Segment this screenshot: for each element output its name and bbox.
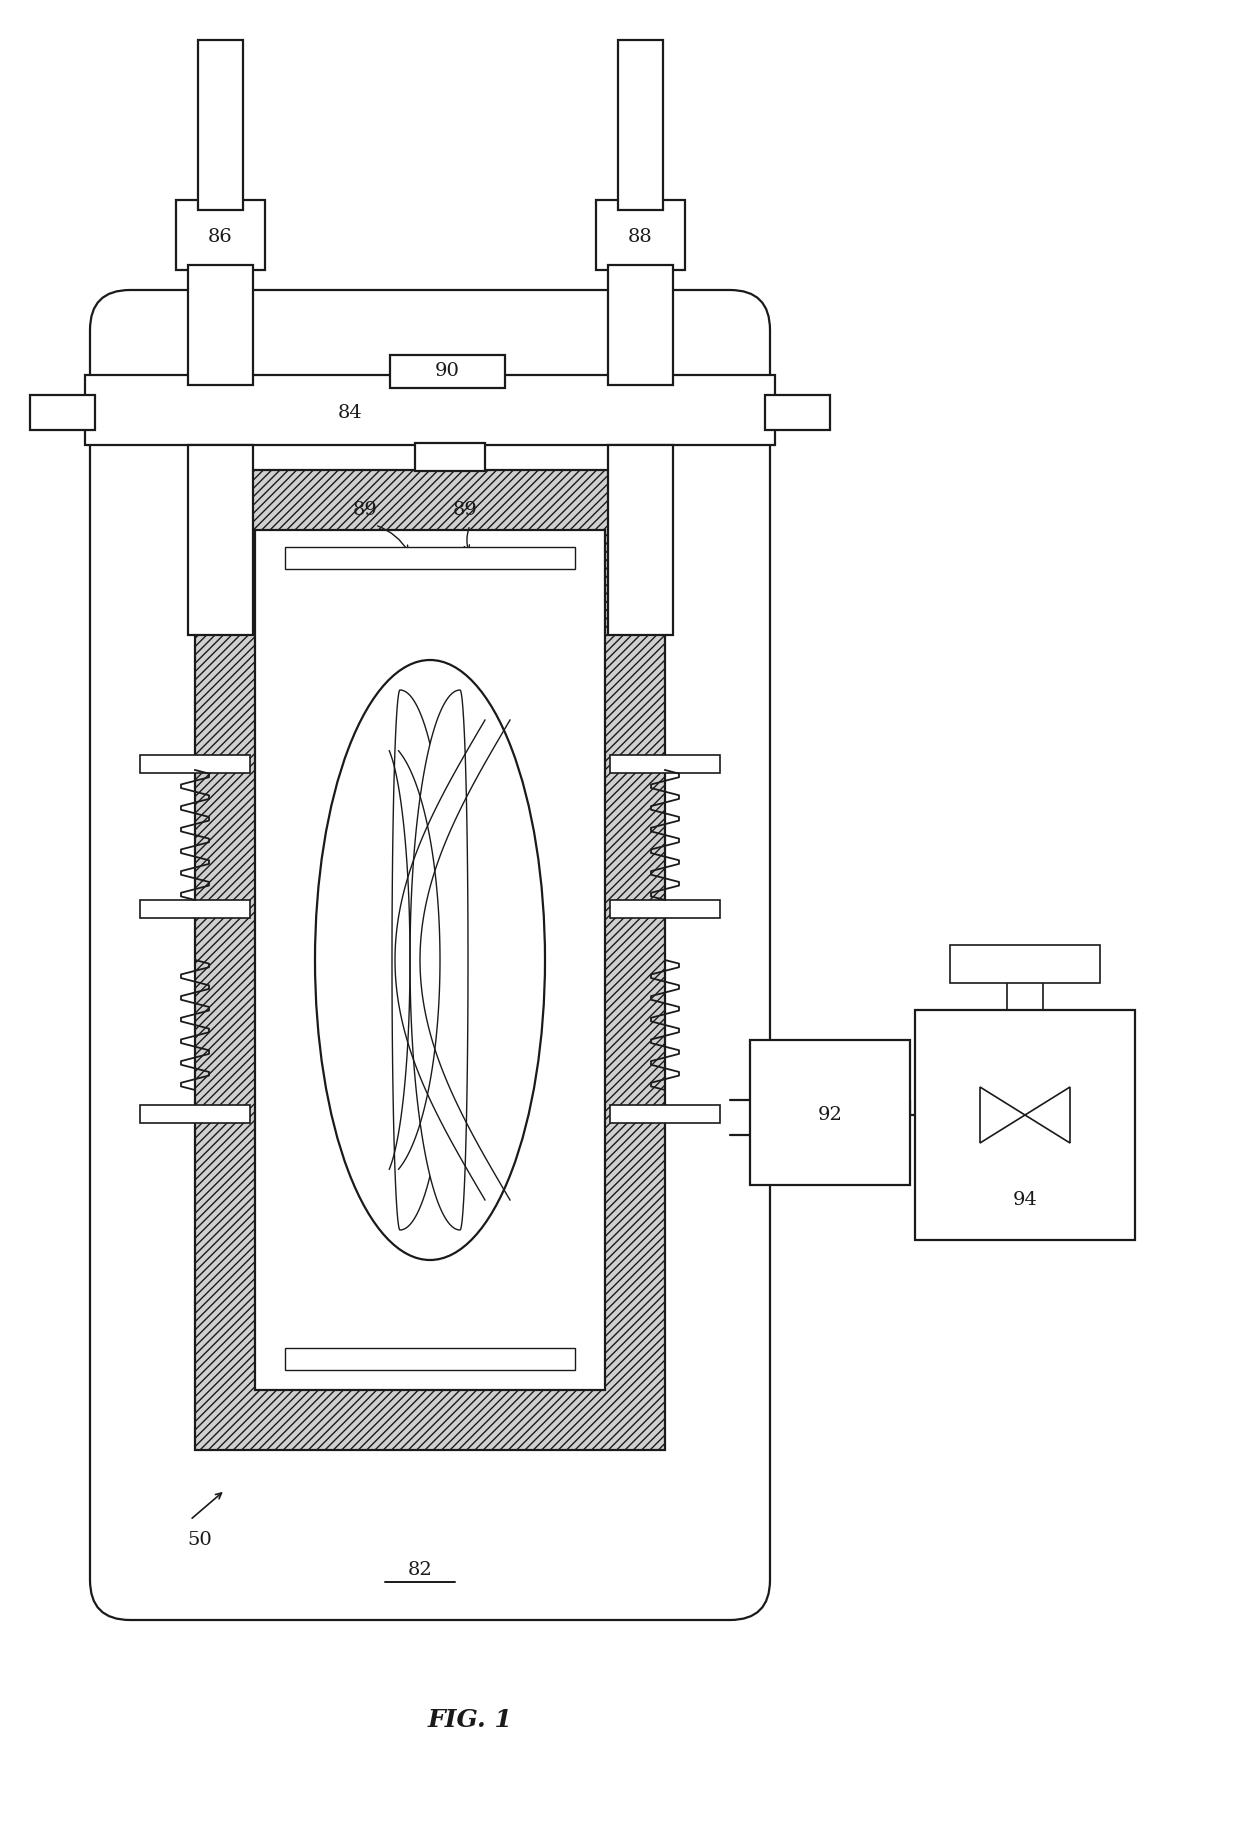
Bar — [176, 200, 265, 270]
Polygon shape — [1025, 1088, 1070, 1143]
Bar — [618, 40, 663, 209]
Text: 88: 88 — [627, 228, 652, 246]
Bar — [285, 547, 575, 569]
FancyBboxPatch shape — [91, 290, 770, 1620]
Bar — [391, 355, 505, 388]
Bar — [188, 445, 253, 636]
Bar — [140, 1106, 250, 1122]
Text: 94: 94 — [1013, 1190, 1038, 1209]
Text: 82: 82 — [408, 1561, 433, 1580]
Bar — [415, 443, 485, 470]
Bar — [610, 755, 720, 773]
Text: FIG. 1: FIG. 1 — [428, 1708, 512, 1732]
Bar — [198, 40, 243, 209]
Text: 92: 92 — [817, 1106, 842, 1124]
Bar — [610, 900, 720, 918]
Bar — [140, 900, 250, 918]
Text: 89: 89 — [352, 502, 377, 520]
Bar — [195, 470, 665, 1449]
Bar — [30, 395, 95, 430]
Bar — [188, 265, 253, 386]
Bar — [608, 265, 673, 386]
Ellipse shape — [315, 659, 546, 1260]
Bar — [596, 200, 684, 270]
Text: 89: 89 — [453, 502, 477, 520]
Bar — [750, 1040, 910, 1185]
Text: 90: 90 — [435, 362, 460, 380]
Text: 50: 50 — [187, 1530, 212, 1549]
Polygon shape — [980, 1088, 1025, 1143]
Text: 86: 86 — [207, 228, 232, 246]
Bar — [285, 1348, 575, 1370]
Bar — [140, 755, 250, 773]
Polygon shape — [410, 691, 467, 1231]
Bar — [608, 445, 673, 636]
Text: 84: 84 — [337, 404, 362, 423]
Bar — [255, 531, 605, 1391]
Bar — [950, 944, 1100, 983]
Bar — [915, 1010, 1135, 1240]
Bar — [765, 395, 830, 430]
Polygon shape — [392, 691, 450, 1231]
Bar — [86, 375, 775, 445]
Bar — [610, 1106, 720, 1122]
